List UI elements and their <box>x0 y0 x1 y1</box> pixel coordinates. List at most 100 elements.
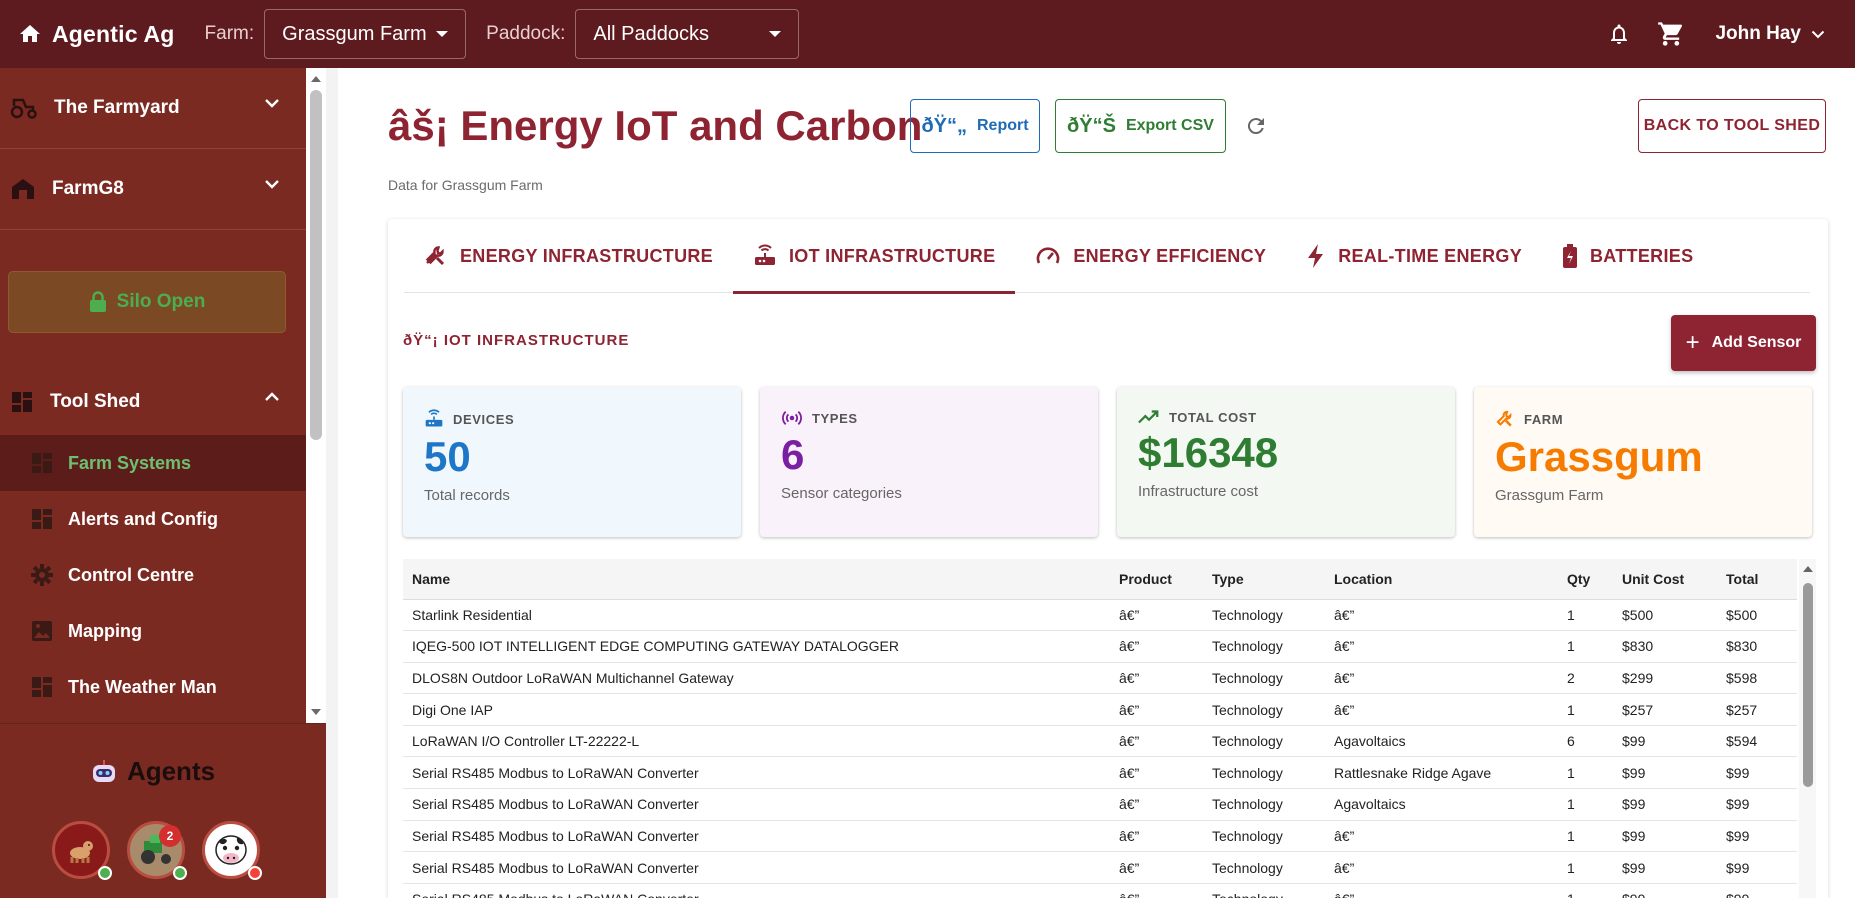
table-row[interactable]: Serial RS485 Modbus to LoRaWAN Converter… <box>403 820 1797 853</box>
speedometer-icon <box>1037 247 1060 264</box>
scroll-up-arrow[interactable] <box>311 76 321 82</box>
table-cell: Serial RS485 Modbus to LoRaWAN Converter <box>403 788 1110 821</box>
table-cell: $500 <box>1717 599 1797 632</box>
sidebar-scrollbar[interactable] <box>306 68 326 723</box>
stat-card-types: TYPES 6 Sensor categories <box>760 387 1098 537</box>
content-card: ENERGY INFRASTRUCTURE IOT INFRASTRUCTURE… <box>388 219 1828 898</box>
table-row[interactable]: IQEG-500 IOT INTELLIGENT EDGE COMPUTING … <box>403 630 1797 663</box>
router-icon <box>754 244 775 265</box>
dashboard-icon <box>12 392 32 412</box>
gear-icon <box>31 564 53 586</box>
table-row[interactable]: Serial RS485 Modbus to LoRaWAN Converter… <box>403 788 1797 821</box>
column-header[interactable]: Type <box>1203 559 1325 600</box>
add-sensor-button[interactable]: + Add Sensor <box>1671 315 1816 371</box>
table-row[interactable]: DLOS8N Outdoor LoRaWAN Multichannel Gate… <box>403 662 1797 695</box>
tab-batteries[interactable]: BATTERIES <box>1542 219 1713 293</box>
page-title: âš¡ Energy IoT and Carbon <box>388 102 923 149</box>
sidebar-item-weather-man[interactable]: The Weather Man <box>0 659 306 715</box>
column-header[interactable]: Unit Cost <box>1613 559 1717 600</box>
notification-badge: 2 <box>159 825 181 847</box>
report-button[interactable]: ðŸ“„ Report <box>910 99 1040 153</box>
sidebar-item-mapping[interactable]: Mapping <box>0 603 306 659</box>
table-row[interactable]: Serial RS485 Modbus to LoRaWAN Converter… <box>403 883 1797 898</box>
scroll-up-arrow[interactable] <box>1803 566 1813 572</box>
tab-iot-infrastructure[interactable]: IOT INFRASTRUCTURE <box>732 219 1016 294</box>
column-header[interactable]: Product <box>1110 559 1203 600</box>
table-scrollbar[interactable] <box>1799 559 1816 898</box>
table-cell: 1 <box>1558 820 1613 853</box>
column-header[interactable]: Total <box>1717 559 1797 600</box>
table-cell: â€” <box>1110 756 1203 790</box>
tractor-avatar <box>127 821 185 879</box>
bell-icon[interactable] <box>1607 22 1631 46</box>
column-header[interactable]: Location <box>1325 559 1558 600</box>
table-cell: $594 <box>1717 725 1797 758</box>
sidebar: The Farmyard FarmG8 Silo Open Tool Shed … <box>0 68 326 898</box>
tab-energy-efficiency[interactable]: ENERGY EFFICIENCY <box>1015 219 1286 293</box>
tab-label: ENERGY EFFICIENCY <box>1073 245 1267 266</box>
barn-icon <box>12 179 34 199</box>
tab-real-time-energy[interactable]: REAL-TIME ENERGY <box>1286 219 1542 293</box>
agent-tractor[interactable]: 2 <box>127 821 187 880</box>
table-cell: $99 <box>1717 756 1797 790</box>
sidebar-group-label: FarmG8 <box>52 178 124 199</box>
agent-cow[interactable] <box>202 821 262 880</box>
table-cell: â€” <box>1325 662 1558 695</box>
plus-icon: + <box>1685 329 1700 356</box>
brand[interactable]: Agentic Ag <box>18 21 175 48</box>
sidebar-group-farmg8[interactable]: FarmG8 <box>0 149 306 230</box>
scroll-down-arrow[interactable] <box>311 709 321 715</box>
paddock-label: Paddock: <box>486 23 566 44</box>
lock-icon <box>89 291 106 312</box>
table-cell: $257 <box>1613 693 1717 726</box>
dashboard-icon <box>32 509 52 529</box>
refresh-icon[interactable] <box>1244 114 1268 138</box>
scroll-thumb[interactable] <box>1803 583 1813 787</box>
user-menu[interactable]: John Hay <box>1715 23 1825 45</box>
table-cell: $99 <box>1613 883 1717 898</box>
cart-icon[interactable] <box>1657 20 1685 48</box>
toolshed-label: Tool Shed <box>50 391 141 412</box>
table-row[interactable]: Starlink Residential â€” Technology â€” 1 $50… <box>403 599 1797 632</box>
table-row[interactable]: LoRaWAN I/O Controller LT-22222-L â€” Tech… <box>403 725 1797 758</box>
tab-energy-infrastructure[interactable]: ENERGY INFRASTRUCTURE <box>404 219 733 293</box>
sidebar-group-toolshed[interactable]: Tool Shed <box>0 368 306 436</box>
table-cell: Agavoltaics <box>1325 725 1558 758</box>
table-body: Starlink Residential â€” Technology â€” 1 $50… <box>403 599 1797 898</box>
stat-sub: Total records <box>424 487 510 504</box>
silo-open-button[interactable]: Silo Open <box>8 271 286 333</box>
chevron-down-icon <box>265 99 279 108</box>
sidebar-item-alerts-config[interactable]: Alerts and Config <box>0 491 306 547</box>
top-app-bar: Agentic Ag Farm: Grassgum Farm Paddock: … <box>0 0 1855 68</box>
table-cell: $99 <box>1613 851 1717 884</box>
sidebar-item-label: The Weather Man <box>68 676 217 697</box>
table-cell: Serial RS485 Modbus to LoRaWAN Converter <box>403 756 1110 790</box>
back-to-tool-shed-button[interactable]: BACK TO TOOL SHED <box>1638 99 1826 153</box>
sidebar-group-farmyard[interactable]: The Farmyard <box>0 68 306 149</box>
tab-bar: ENERGY INFRASTRUCTURE IOT INFRASTRUCTURE… <box>404 219 1810 294</box>
sidebar-item-farm-systems[interactable]: Farm Systems <box>0 435 306 491</box>
paddock-select[interactable]: All Paddocks <box>575 9 800 59</box>
export-csv-button[interactable]: ðŸ“Š Export CSV <box>1055 99 1226 153</box>
column-header[interactable]: Name <box>403 559 1110 600</box>
stat-card-total-cost: TOTAL COST $16348 Infrastructure cost <box>1117 387 1455 537</box>
dog-icon <box>70 841 93 863</box>
sidebar-item-control-centre[interactable]: Control Centre <box>0 547 306 603</box>
table-row[interactable]: Digi One IAP â€” Technology â€” 1 $257 $257 <box>403 693 1797 726</box>
farm-select[interactable]: Grassgum Farm <box>264 9 467 59</box>
sidebar-item-label: Farm Systems <box>68 452 192 473</box>
scroll-thumb[interactable] <box>310 90 322 440</box>
agent-dog[interactable] <box>52 821 112 880</box>
report-label: Report <box>977 117 1029 134</box>
table-cell: $99 <box>1613 756 1717 790</box>
table-row[interactable]: Serial RS485 Modbus to LoRaWAN Converter… <box>403 851 1797 884</box>
column-header[interactable]: Qty <box>1558 559 1613 600</box>
cow-icon <box>215 835 247 865</box>
table-cell: 1 <box>1558 851 1613 884</box>
stat-sub: Infrastructure cost <box>1138 483 1259 500</box>
table-cell: Digi One IAP <box>403 693 1110 726</box>
table-row[interactable]: Serial RS485 Modbus to LoRaWAN Converter… <box>403 756 1797 790</box>
sidebar-group-label: The Farmyard <box>54 97 180 118</box>
stat-sub: Sensor categories <box>781 485 902 502</box>
stat-value: 50 <box>424 433 471 480</box>
